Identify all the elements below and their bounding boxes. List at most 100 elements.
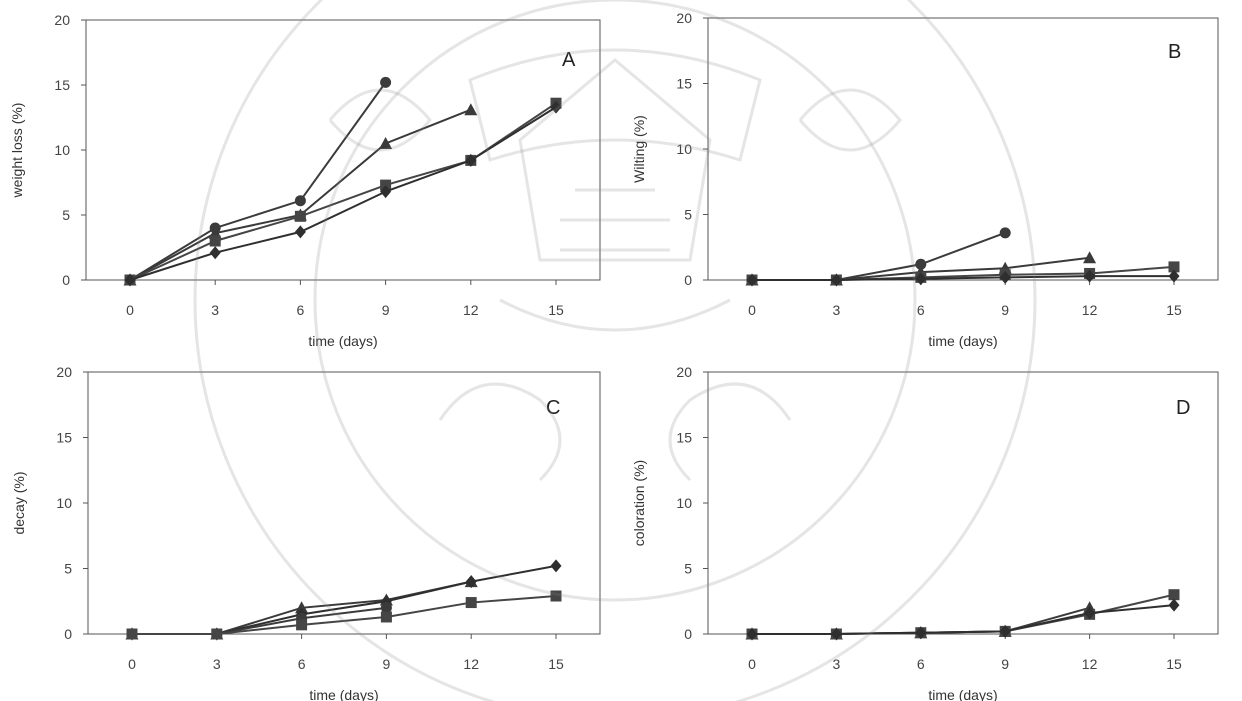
data-point [1084,269,1096,283]
data-point [294,195,306,207]
series-line-triangle [129,108,472,281]
data-point [1168,261,1180,273]
x-axis-label: time (days) [308,333,377,349]
chart-panel-d: 0 5 10 15 20 0 3 6 9 12 15 time (days) coloration (%… [631,364,1219,701]
data-point [830,273,842,287]
plot-frame [87,371,601,635]
x-tick-label: 15 [1166,656,1182,672]
data-point [209,235,221,247]
data-point [380,76,392,88]
data-point [464,103,478,116]
y-tick-label: 15 [54,77,70,93]
y-tick-label: 0 [64,626,72,642]
data-point [1083,251,1097,264]
data-point [380,611,392,623]
series-line-square [132,595,557,635]
series-line-circle [129,81,387,281]
x-axis-label: time (days) [928,333,997,349]
plot-frame [85,19,601,281]
data-point [550,559,562,573]
data-point [465,597,477,609]
data-point [296,619,308,631]
x-tick-label: 12 [1082,302,1098,318]
x-tick-label: 3 [833,656,841,672]
x-tick-label: 15 [1166,302,1182,318]
x-tick-label: 9 [1001,302,1009,318]
data-point [294,225,306,239]
data-point [746,273,758,287]
y-axis-label: weight loss (%) [9,103,25,199]
chart-panel-b: 0 5 10 15 20 0 3 6 9 12 15 time (days) Wilting (%) B [631,10,1219,349]
y-tick-label: 0 [684,626,692,642]
y-tick-label: 20 [54,12,70,28]
x-tick-label: 3 [213,656,221,672]
x-tick-label: 6 [917,656,925,672]
y-tick-label: 10 [56,495,72,511]
data-point [999,624,1011,638]
x-tick-label: 12 [463,302,479,318]
data-point [550,100,562,114]
y-axis-label: decay (%) [11,471,27,534]
plot-frame [707,371,1219,635]
y-tick-label: 20 [676,364,692,380]
x-tick-label: 6 [298,656,306,672]
x-tick-label: 9 [383,656,391,672]
x-axis-label: time (days) [309,687,378,701]
chart-panel-a: 0 5 10 15 20 0 3 6 9 12 15 time (days) weight loss (… [9,12,601,349]
x-tick-label: 3 [833,302,841,318]
x-tick-label: 0 [748,302,756,318]
panel-label: B [1168,41,1181,63]
data-point [999,270,1011,284]
x-tick-label: 3 [211,302,219,318]
y-tick-label: 10 [676,495,692,511]
series-line-square [129,102,557,281]
data-point [746,627,758,641]
data-point [380,185,392,199]
data-point [550,590,562,602]
data-point [380,602,392,614]
y-tick-label: 5 [62,207,70,223]
x-tick-label: 9 [382,302,390,318]
data-point [211,628,223,640]
data-point [295,601,309,614]
y-tick-label: 15 [676,430,692,446]
x-tick-label: 15 [548,302,564,318]
y-tick-label: 20 [676,10,692,26]
x-tick-label: 6 [297,302,305,318]
y-tick-label: 20 [56,364,72,380]
data-point [915,258,927,270]
data-point [379,137,393,149]
series-line-diamond [129,106,557,281]
y-tick-label: 15 [56,430,72,446]
x-tick-label: 0 [748,656,756,672]
x-tick-label: 6 [917,302,925,318]
y-tick-label: 5 [64,561,72,577]
chart-panel-c: 0 5 10 15 20 0 3 6 9 12 15 time (days) decay (%) C [11,364,601,701]
y-tick-label: 10 [54,142,70,158]
series-line-circle [752,231,1006,281]
x-tick-label: 0 [126,302,134,318]
data-point [1168,589,1180,601]
data-point [915,626,927,640]
data-point [999,227,1011,239]
series-line-diamond [752,604,1175,635]
panel-label: C [546,397,560,419]
plot-frame [707,17,1219,281]
y-tick-label: 15 [676,76,692,92]
y-axis-label: Wilting (%) [631,115,647,183]
data-point [124,273,136,287]
y-tick-label: 0 [62,272,70,288]
x-tick-label: 12 [1082,656,1098,672]
data-point [830,627,842,641]
data-point [465,153,477,167]
y-tick-label: 0 [684,272,692,288]
series-line-diamond [752,275,1174,281]
data-point [1168,269,1180,283]
x-axis-label: time (days) [928,687,997,701]
data-point [294,210,306,222]
data-point [1168,598,1180,612]
data-point [209,246,221,260]
panel-label: A [562,49,576,71]
panel-label: D [1176,397,1190,419]
